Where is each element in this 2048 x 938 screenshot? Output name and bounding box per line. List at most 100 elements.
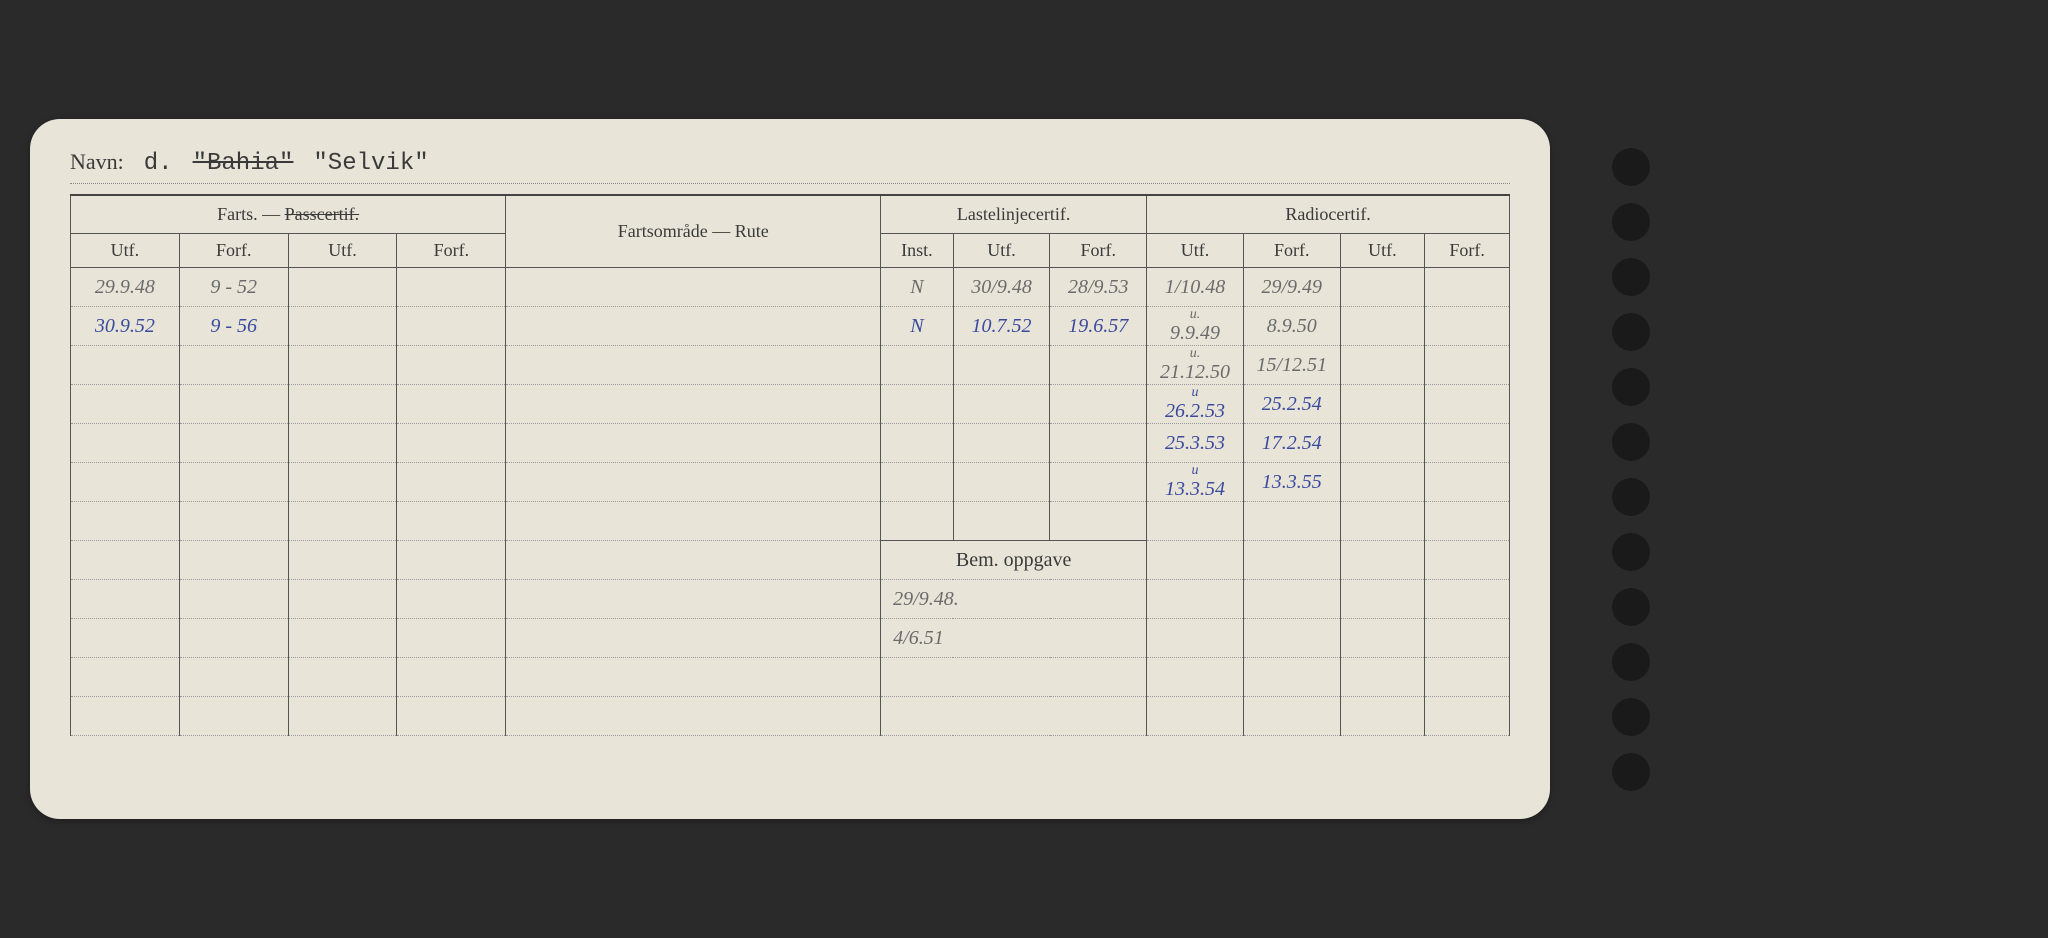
cell: u13.3.54 bbox=[1147, 463, 1244, 502]
cell bbox=[397, 385, 506, 424]
punch-holes bbox=[1612, 119, 1650, 819]
col-utf: Utf. bbox=[953, 234, 1050, 268]
cell bbox=[1425, 463, 1510, 502]
cell bbox=[1340, 580, 1425, 619]
table-row: 30.9.529 - 56N10.7.5219.6.57u.9.9.498.9.… bbox=[71, 307, 1510, 346]
cell bbox=[288, 619, 397, 658]
cell-rute bbox=[506, 424, 881, 463]
cell bbox=[953, 385, 1050, 424]
cell: 29/9.49 bbox=[1243, 268, 1340, 307]
cell bbox=[1050, 346, 1147, 385]
bem-header: Bem. oppgave bbox=[881, 541, 1147, 580]
cell bbox=[288, 346, 397, 385]
cell bbox=[71, 580, 180, 619]
cell bbox=[397, 580, 506, 619]
table-row: 25.3.5317.2.54 bbox=[71, 424, 1510, 463]
cell bbox=[1050, 424, 1147, 463]
cell bbox=[397, 424, 506, 463]
cell: 8.9.50 bbox=[1243, 307, 1340, 346]
cell bbox=[179, 697, 288, 736]
lastelinje-header: Lastelinjecertif. bbox=[881, 196, 1147, 234]
navn-struck-name: "Bahia" bbox=[193, 150, 294, 177]
cell bbox=[1147, 658, 1244, 697]
cell bbox=[1425, 307, 1510, 346]
table-row: 4/6.51 bbox=[71, 619, 1510, 658]
cell bbox=[71, 424, 180, 463]
certificate-table: Farts. — Passcertif. Fartsområde — Rute … bbox=[70, 196, 1510, 736]
cell bbox=[288, 385, 397, 424]
punch-hole bbox=[1612, 423, 1650, 461]
cell-rute bbox=[506, 463, 881, 502]
cell bbox=[288, 463, 397, 502]
col-utf: Utf. bbox=[71, 234, 180, 268]
cell-rute bbox=[506, 502, 881, 541]
cell bbox=[1147, 619, 1244, 658]
cell bbox=[1340, 658, 1425, 697]
cell bbox=[288, 307, 397, 346]
cell: u.21.12.50 bbox=[1147, 346, 1244, 385]
cell bbox=[881, 463, 954, 502]
table-row: u13.3.5413.3.55 bbox=[71, 463, 1510, 502]
col-utf: Utf. bbox=[1340, 234, 1425, 268]
cell bbox=[179, 541, 288, 580]
cell bbox=[1243, 502, 1340, 541]
cell-rute bbox=[506, 268, 881, 307]
navn-prefix: d. bbox=[144, 150, 173, 177]
cell bbox=[1425, 346, 1510, 385]
cell bbox=[179, 619, 288, 658]
cell bbox=[1340, 697, 1425, 736]
cell bbox=[397, 697, 506, 736]
punch-hole bbox=[1612, 478, 1650, 516]
cell bbox=[1425, 697, 1510, 736]
col-inst: Inst. bbox=[881, 234, 954, 268]
col-utf: Utf. bbox=[1147, 234, 1244, 268]
punch-hole bbox=[1612, 148, 1650, 186]
punch-hole bbox=[1612, 588, 1650, 626]
navn-current-name: "Selvik" bbox=[313, 150, 428, 177]
cell bbox=[1243, 658, 1340, 697]
cell bbox=[1425, 658, 1510, 697]
cell bbox=[288, 424, 397, 463]
col-forf: Forf. bbox=[397, 234, 506, 268]
cell bbox=[881, 424, 954, 463]
cell bbox=[397, 541, 506, 580]
cell bbox=[1147, 541, 1244, 580]
cell-rute bbox=[506, 619, 881, 658]
cell bbox=[953, 463, 1050, 502]
cell bbox=[1425, 541, 1510, 580]
cell bbox=[1340, 385, 1425, 424]
table-row bbox=[71, 502, 1510, 541]
table-row bbox=[71, 697, 1510, 736]
cell: 1/10.48 bbox=[1147, 268, 1244, 307]
cell bbox=[1425, 268, 1510, 307]
cell bbox=[1340, 346, 1425, 385]
col-forf: Forf. bbox=[1425, 234, 1510, 268]
cell: 9 - 52 bbox=[179, 268, 288, 307]
punch-hole bbox=[1612, 203, 1650, 241]
cell bbox=[1147, 580, 1244, 619]
cell bbox=[71, 502, 180, 541]
cell bbox=[179, 424, 288, 463]
cell-rute bbox=[506, 580, 881, 619]
cell bbox=[1243, 580, 1340, 619]
cell bbox=[71, 697, 180, 736]
cell bbox=[71, 385, 180, 424]
cell bbox=[397, 268, 506, 307]
cell bbox=[1425, 424, 1510, 463]
cell: 30/9.48 bbox=[953, 268, 1050, 307]
cell-rute bbox=[506, 658, 881, 697]
cell: 17.2.54 bbox=[1243, 424, 1340, 463]
cell: 15/12.51 bbox=[1243, 346, 1340, 385]
cell: 9 - 56 bbox=[179, 307, 288, 346]
cell bbox=[881, 346, 954, 385]
col-forf: Forf. bbox=[1050, 234, 1147, 268]
cell bbox=[953, 502, 1050, 541]
cell bbox=[1340, 541, 1425, 580]
cell bbox=[1340, 307, 1425, 346]
punch-hole bbox=[1612, 753, 1650, 791]
cell bbox=[397, 346, 506, 385]
punch-hole bbox=[1612, 368, 1650, 406]
navn-label: Navn: bbox=[70, 149, 124, 175]
cell: 19.6.57 bbox=[1050, 307, 1147, 346]
name-row: Navn: d. "Bahia" "Selvik" bbox=[70, 149, 1510, 184]
